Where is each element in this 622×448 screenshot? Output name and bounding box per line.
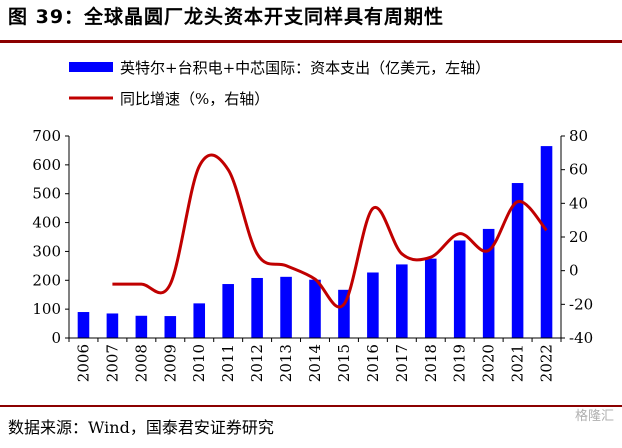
y-right-tick-label: 20 [569, 228, 588, 246]
bar-2022 [540, 146, 553, 338]
x-tick-label-2016: 2016 [364, 344, 382, 382]
bar-2008 [135, 315, 148, 338]
title-divider [0, 40, 622, 43]
x-tick-label-2020: 2020 [480, 344, 498, 382]
footer-divider [0, 405, 622, 407]
x-tick-label-2010: 2010 [190, 344, 208, 382]
y-right-tick-label: -40 [569, 329, 593, 347]
y-right-tick-label: 40 [569, 194, 588, 212]
x-tick-label-2014: 2014 [306, 344, 324, 382]
bar-2009 [164, 316, 177, 338]
y-left-tick-label: 500 [32, 185, 61, 203]
y-left-tick-label: 600 [32, 156, 61, 174]
x-tick-label-2011: 2011 [219, 344, 237, 382]
y-right-tick-label: -20 [569, 295, 593, 313]
bar-2018 [424, 258, 437, 338]
y-left-tick-label: 100 [32, 300, 61, 318]
legend-line-label: 同比增速（%，右轴） [120, 90, 269, 108]
bar-2006 [77, 312, 90, 338]
x-tick-label-2018: 2018 [422, 344, 440, 382]
y-left-tick-label: 400 [32, 214, 61, 232]
bar-2012 [251, 277, 263, 338]
bar-2011 [222, 284, 234, 338]
x-tick-label-2007: 2007 [103, 344, 121, 382]
x-tick-label-2009: 2009 [161, 344, 179, 382]
x-tick-label-2008: 2008 [132, 344, 150, 382]
bar-2021 [511, 183, 524, 338]
bar-2017 [396, 264, 408, 338]
x-tick-label-2017: 2017 [393, 344, 411, 382]
y-right-tick-label: 80 [569, 127, 588, 145]
source-note: 数据来源：Wind，国泰君安证券研究 [8, 418, 274, 437]
bar-2016 [367, 272, 379, 338]
bar-2019 [453, 240, 466, 338]
bar-2014 [309, 279, 321, 338]
x-tick-label-2013: 2013 [277, 344, 295, 382]
growth-rate-line [112, 153, 548, 309]
y-left-tick-label: 300 [32, 242, 61, 260]
bar-2020 [482, 228, 495, 338]
y-left-tick-label: 700 [32, 127, 61, 145]
x-tick-label-2015: 2015 [335, 344, 353, 382]
legend-bar-label: 英特尔+台积电+中芯国际：资本支出（亿美元，左轴） [120, 59, 490, 77]
bar-2007 [106, 313, 119, 338]
y-right-tick-label: 0 [569, 262, 579, 280]
y-right-tick-label: 60 [569, 161, 588, 179]
y-left-tick-label: 200 [32, 271, 61, 289]
bar-2010 [193, 303, 206, 338]
y-left-tick-label: 0 [51, 329, 61, 347]
bar-2015 [338, 289, 350, 338]
bar-2013 [280, 276, 292, 338]
legend-bar-swatch [69, 62, 113, 72]
watermark: 格隆汇 [574, 409, 614, 424]
figure-title: 图 39：全球晶圆厂龙头资本开支同样具有周期性 [8, 6, 445, 28]
x-tick-label-2021: 2021 [509, 344, 527, 382]
x-tick-label-2019: 2019 [451, 344, 469, 382]
x-tick-label-2006: 2006 [74, 344, 92, 382]
legend: 英特尔+台积电+中芯国际：资本支出（亿美元，左轴） 同比增速（%，右轴） [69, 59, 490, 108]
x-tick-label-2012: 2012 [248, 344, 266, 382]
x-tick-label-2022: 2022 [538, 344, 556, 382]
